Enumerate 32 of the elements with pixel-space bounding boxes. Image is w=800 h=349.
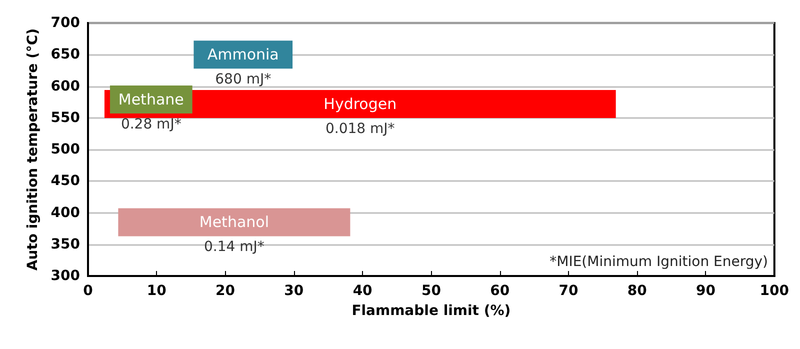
bar <box>118 208 350 236</box>
series-label: Ammonia <box>207 46 279 64</box>
y-tick-label: 500 <box>50 142 80 158</box>
y-tick-label: 450 <box>50 173 80 190</box>
x-tick-label: 20 <box>216 283 236 299</box>
annotation: 680 mJ* <box>215 72 272 88</box>
x-tick-label: 70 <box>558 283 578 299</box>
y-tick-label: 400 <box>50 204 80 221</box>
x-tick-label: 10 <box>146 283 167 299</box>
y-axis-title: Auto ignition temperature (°C) <box>24 28 41 271</box>
x-tick-label: 60 <box>490 283 510 299</box>
y-tick-label: 350 <box>50 236 80 252</box>
y-tick-label: 600 <box>50 78 80 94</box>
y-tick-label: 700 <box>50 15 80 31</box>
annotation: 0.28 mJ* <box>120 116 182 133</box>
x-tick-label: 40 <box>352 283 373 299</box>
series-label: Hydrogen <box>324 94 397 113</box>
series-label: Methanol <box>199 213 270 232</box>
x-tick-label: 80 <box>627 283 648 299</box>
x-tick-label: 30 <box>284 283 304 299</box>
x-tick-label: 90 <box>696 283 716 299</box>
x-tick-label: 50 <box>421 283 442 299</box>
annotation: 0.14 mJ* <box>204 239 264 256</box>
x-tick-label: 0 <box>83 283 94 299</box>
x-axis-title: Flammable limit (%) <box>352 303 511 319</box>
x-tick-label: 100 <box>760 283 790 299</box>
y-tick-label: 650 <box>50 46 80 63</box>
y-tick-label: 300 <box>50 268 80 284</box>
y-tick-label: 550 <box>50 110 80 126</box>
annotation: *MIE(Minimum Ignition Energy) <box>550 254 768 270</box>
series-label: Methane <box>118 90 184 109</box>
annotation: 0.018 mJ* <box>326 120 395 137</box>
